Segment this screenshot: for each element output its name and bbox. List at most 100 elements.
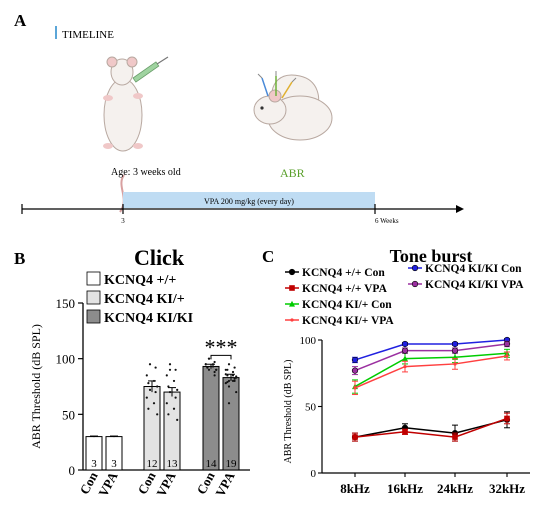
click-data-point [211, 365, 215, 368]
click-data-point [154, 366, 157, 369]
click-significance-label: *** [205, 334, 238, 359]
click-data-point [176, 418, 179, 421]
click-data-point [152, 402, 156, 405]
click-significance-bracket [210, 354, 232, 360]
click-data-point [145, 374, 148, 377]
click-data-point [174, 368, 177, 371]
timeline-tick-6-label: 6 Weeks [375, 217, 399, 225]
tone-data-point [351, 356, 359, 364]
click-data-point [233, 379, 236, 383]
click-data-point [231, 374, 235, 377]
click-data-point [148, 363, 152, 366]
click-data-point [211, 363, 215, 366]
tone-legend-marker [288, 268, 296, 276]
click-data-point [231, 370, 235, 374]
click-data-point [154, 390, 157, 394]
click-legend-label: KCNQ4 KI/KI [104, 311, 193, 326]
click-data-point [207, 368, 211, 371]
tone-data-point [353, 386, 357, 390]
click-data-point [174, 396, 177, 399]
panel-b-letter: B [14, 249, 25, 268]
tone-legend-label: KCNQ4 KI/KI VPA [425, 279, 524, 291]
mouse-abr-illustration [253, 71, 333, 141]
click-data-point [227, 402, 231, 405]
click-data-point [215, 368, 218, 371]
tone-legend-marker [290, 318, 294, 322]
click-y-tick-label: 100 [56, 352, 76, 367]
tone-data-point [505, 354, 509, 358]
click-x-tick-label: VPA [153, 469, 179, 499]
click-data-point [147, 382, 150, 385]
tone-series-line [354, 352, 508, 388]
tone-y-tick-label: 0 [311, 468, 317, 480]
tone-data-point [503, 340, 511, 348]
click-data-point [165, 402, 168, 405]
click-n-label: 14 [206, 458, 218, 470]
timeline-label: TIMELINE [62, 29, 114, 41]
tone-y-tick-label: 50 [305, 402, 317, 414]
tone-data-point [401, 347, 409, 354]
click-data-point [206, 366, 209, 369]
click-data-point [226, 374, 229, 377]
click-data-point [224, 373, 227, 376]
click-data-point [204, 363, 207, 366]
click-data-point [167, 413, 170, 416]
click-data-point [233, 366, 236, 369]
click-legend-swatch [86, 290, 101, 305]
click-data-point [227, 385, 231, 388]
click-data-point [147, 407, 150, 410]
tone-series-line [354, 343, 508, 372]
click-data-point [207, 357, 211, 360]
click-data-point [224, 382, 227, 385]
click-chart-title: Click [134, 245, 185, 270]
click-data-point [168, 390, 172, 394]
click-data-point [227, 379, 231, 383]
tone-legend-marker [289, 300, 295, 307]
tone-data-point [402, 428, 408, 435]
click-data-point [227, 363, 231, 366]
tone-series-line [354, 355, 508, 389]
age-label: Age: 3 weeks old [111, 167, 181, 178]
panel-c-letter: C [262, 247, 274, 266]
tone-y-label: ABR Threshold (dB SPL) [283, 360, 294, 464]
click-data-point [148, 388, 152, 391]
click-n-label: 12 [147, 458, 158, 470]
click-n-label: 3 [91, 458, 97, 470]
click-data-point [168, 368, 172, 371]
click-data-point [145, 396, 148, 399]
click-data-point [172, 407, 176, 410]
click-data-point [156, 413, 159, 416]
click-bar [202, 365, 220, 471]
click-n-label: 19 [226, 458, 238, 470]
tone-y-tick-label: 100 [300, 335, 317, 347]
click-x-tick-label: VPA [95, 469, 121, 499]
click-data-point [235, 390, 238, 394]
tone-legend-label: KCNQ4 KI/+ VPA [302, 315, 394, 327]
tone-data-point [504, 415, 510, 422]
timeline-tick-3-label: 3 [121, 217, 125, 225]
tone-data-point [352, 434, 358, 440]
tone-data-point [402, 355, 408, 362]
click-x-tick-label: VPA [212, 469, 238, 499]
mouse-injection-illustration [103, 56, 169, 213]
click-data-point [168, 363, 172, 366]
click-data-point [233, 377, 236, 380]
tone-legend-label: KCNQ4 KI/+ Con [302, 299, 392, 311]
click-data-point [152, 379, 156, 383]
tone-burst-chart: 0 50 100 ABR Threshold (dB SPL) 8kHz 16kHz 24k… [283, 263, 530, 496]
abr-label: ABR [280, 166, 305, 180]
tone-data-point [351, 367, 359, 374]
click-data-point [224, 368, 227, 371]
click-data-point [235, 375, 238, 378]
tone-x-tick-label: 24kHz [437, 481, 473, 496]
click-y-label: ABR Threshold (dB SPL) [29, 324, 43, 449]
click-y-tick-label: 0 [69, 463, 76, 478]
click-y-tick-label: 150 [56, 296, 76, 311]
click-data-point [165, 374, 168, 377]
click-data-point [167, 385, 170, 388]
tone-data-point [401, 340, 409, 348]
panel-a-letter: A [14, 11, 27, 30]
timeline-marker [55, 26, 57, 39]
